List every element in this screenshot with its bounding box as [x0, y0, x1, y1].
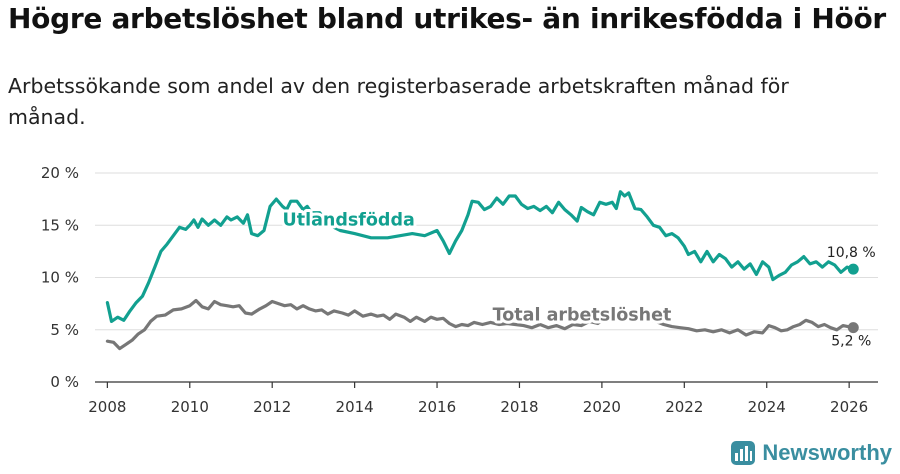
- x-tick-label: 2018: [500, 398, 538, 416]
- series-line-utlandsfodda: [105, 190, 855, 323]
- series-name-label: Total arbetslöshet: [493, 305, 672, 325]
- y-tick-label: 0 %: [50, 373, 79, 391]
- end-value-label: 10,8 %: [827, 245, 876, 261]
- end-point-total: [847, 322, 859, 334]
- series-line-total: [105, 298, 855, 351]
- x-tick-label: 2024: [748, 398, 786, 416]
- x-tick-label: 2012: [253, 398, 291, 416]
- chart-subtitle: Arbetssökande som andel av den registerb…: [8, 74, 789, 129]
- x-tick-label: 2022: [665, 398, 703, 416]
- end-value-label: 5,2 %: [831, 334, 871, 350]
- x-tick-label: 2026: [830, 398, 868, 416]
- x-tick-label: 2008: [88, 398, 126, 416]
- end-point-utlandsfodda: [847, 263, 859, 275]
- x-tick-label: 2014: [336, 398, 374, 416]
- brand-name: Newsworthy: [762, 440, 892, 465]
- y-tick-label: 10 %: [41, 269, 79, 287]
- chart-title: Högre arbetslöshet bland utrikes- än inr…: [8, 2, 886, 35]
- y-tick-label: 20 %: [41, 164, 79, 182]
- newsworthy-logo-icon: [731, 441, 756, 465]
- x-tick-label: 2016: [418, 398, 456, 416]
- y-tick-label: 15 %: [41, 216, 79, 234]
- x-tick-label: 2020: [583, 398, 621, 416]
- x-tick-label: 2010: [171, 398, 209, 416]
- y-tick-label: 5 %: [50, 321, 79, 339]
- brand-logo[interactable]: Newsworthy: [730, 440, 892, 466]
- series-name-label: Utlandsfödda: [283, 210, 415, 230]
